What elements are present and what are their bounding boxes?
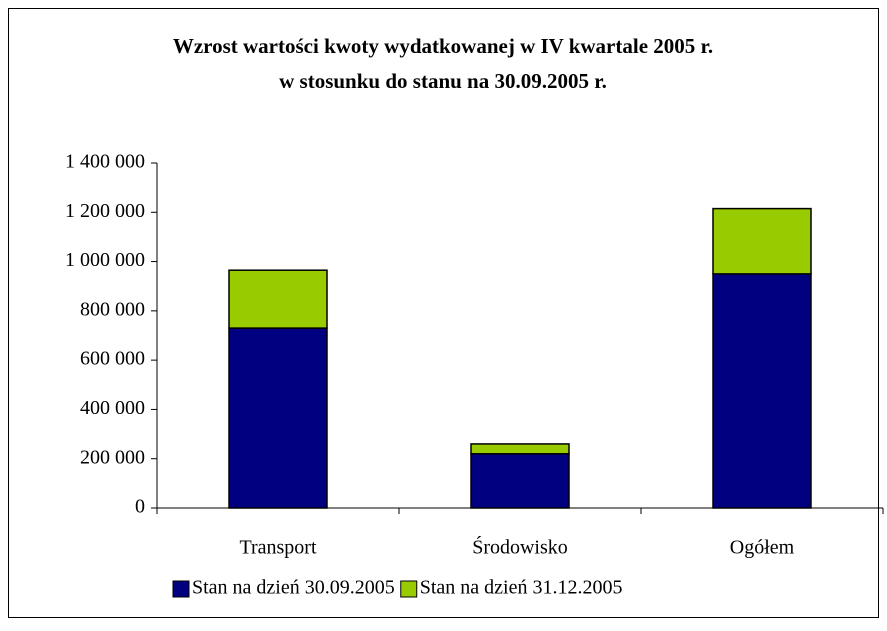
legend-label: Stan na dzień 31.12.2005 <box>420 577 623 599</box>
x-tick-label: Ogółem <box>730 537 795 559</box>
legend-label: Stan na dzień 30.09.2005 <box>192 577 395 599</box>
y-tick-label: 400 000 <box>80 397 145 419</box>
y-tick-label: 200 000 <box>80 446 145 468</box>
y-tick-label: 1 000 000 <box>65 249 145 271</box>
chart-title: w stosunku do stanu na 30.09.2005 r. <box>279 69 607 93</box>
y-tick-label: 1 200 000 <box>65 200 145 222</box>
chart-title: Wzrost wartości kwoty wydatkowanej w IV … <box>173 34 713 58</box>
bar-segment <box>712 207 812 275</box>
bar-segment <box>470 443 570 455</box>
x-tick-label: Środowisko <box>472 535 568 559</box>
y-tick-label: 800 000 <box>80 298 145 320</box>
y-tick-label: 1 400 000 <box>65 151 145 173</box>
bar-segment <box>470 453 570 509</box>
x-tick-label: Transport <box>239 537 316 559</box>
y-tick-label: 0 <box>135 496 145 518</box>
bar-segment <box>228 269 328 329</box>
bar-segment <box>228 327 328 509</box>
bar-segment <box>712 273 812 509</box>
y-tick-label: 600 000 <box>80 348 145 370</box>
legend-swatch <box>172 580 190 598</box>
legend-swatch <box>400 580 418 598</box>
